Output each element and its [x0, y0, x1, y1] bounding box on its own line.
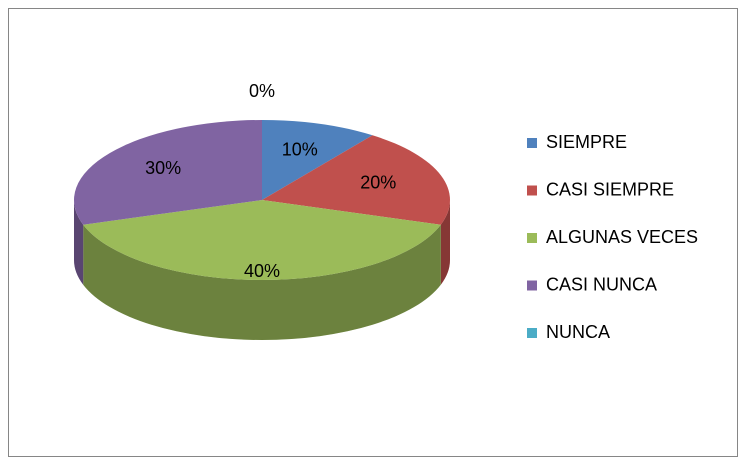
- data-label: 0%: [249, 81, 275, 101]
- data-label: 40%: [244, 261, 280, 281]
- legend-swatch: [527, 185, 537, 196]
- slice-side: [83, 224, 441, 340]
- legend-label: ALGUNAS VECES: [546, 227, 698, 247]
- data-label: 20%: [360, 173, 396, 193]
- legend-swatch: [527, 138, 537, 148]
- slice: [73, 120, 262, 225]
- slice: [262, 120, 373, 200]
- slice-side: [74, 200, 84, 285]
- slice-side-shade: [83, 224, 441, 340]
- data-label: 10%: [282, 139, 318, 159]
- legend-label: CASI SIEMPRE: [546, 179, 674, 199]
- legend-label: SIEMPRE: [546, 132, 627, 152]
- legend-swatch: [527, 233, 537, 243]
- slice: [262, 135, 450, 225]
- slice-side-shade: [74, 200, 84, 285]
- slice: [83, 200, 441, 280]
- legend-swatch: [527, 328, 537, 338]
- slice-side-shade: [440, 200, 450, 285]
- legend-label: CASI NUNCA: [546, 274, 657, 294]
- legend-label: NUNCA: [546, 322, 610, 342]
- legend-swatch: [527, 280, 537, 291]
- slice-side: [440, 200, 450, 285]
- data-label: 30%: [145, 158, 181, 178]
